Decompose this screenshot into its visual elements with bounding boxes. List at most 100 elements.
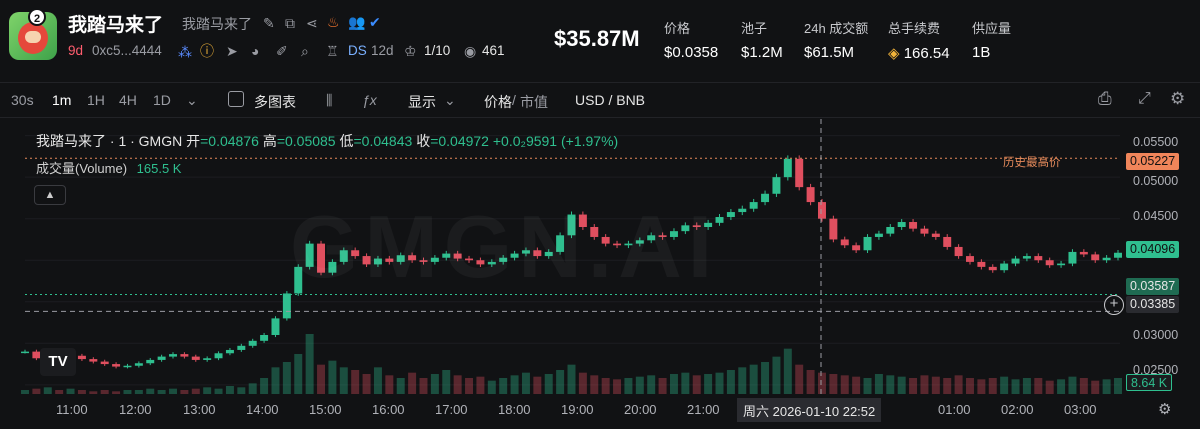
volume-bar: [385, 375, 394, 394]
settings-gear-icon[interactable]: ⚙: [1170, 89, 1186, 108]
candle-type-icon[interactable]: ⫼: [326, 92, 333, 108]
volume-bar: [556, 370, 565, 394]
display-dropdown[interactable]: 显示: [408, 94, 436, 110]
camera-icon[interactable]: ⎙: [1098, 89, 1112, 108]
x-tick-label: 03:00: [1064, 402, 1097, 417]
interval-30s[interactable]: 30s: [11, 92, 34, 108]
y-tick-label: 0.03000: [1133, 328, 1179, 342]
volume-bar: [840, 375, 849, 394]
candle: [1079, 251, 1088, 255]
interval-1m[interactable]: 1m: [52, 92, 72, 108]
search-icon[interactable]: ⌕: [301, 43, 309, 59]
volume-bar: [533, 376, 542, 394]
ath-label: 历史最高价: [1003, 157, 1061, 169]
x-tick-label: 02:00: [1001, 402, 1034, 417]
display-chevron-down-icon[interactable]: ⌄: [444, 92, 456, 108]
volume-bar: [396, 378, 405, 394]
candle: [715, 217, 724, 223]
tradingview-logo[interactable]: TV: [40, 348, 76, 376]
price-toggle[interactable]: 价格: [484, 94, 512, 110]
candle: [920, 228, 929, 234]
candle: [590, 227, 599, 237]
chart-settings-icon[interactable]: ⚙: [1158, 401, 1172, 418]
candle: [988, 266, 997, 271]
mcap-toggle[interactable]: 市值: [520, 94, 548, 110]
add-alert-icon[interactable]: +: [1104, 295, 1124, 315]
chart-toolbar: 30s 1m 1H 4H 1D ⌄ 多图表 ⫼ ƒx 显示 ⌄ 价格 / 市值 …: [0, 82, 1200, 118]
volume-bar: [931, 376, 940, 394]
volume-bar: [590, 375, 599, 394]
telegram-icon[interactable]: ➤: [226, 43, 238, 59]
bnb-icon: ◈: [888, 45, 904, 62]
legend-high: =0.05085: [276, 133, 336, 149]
interval-chevron-down-icon[interactable]: ⌄: [186, 92, 198, 108]
share-icon[interactable]: ⋖: [306, 15, 318, 31]
candle: [419, 260, 428, 262]
token-subname: 我踏马来了: [182, 16, 252, 32]
stat-fees: 总手续费 ◈ 166.54: [888, 21, 950, 62]
volume-bar: [1079, 378, 1088, 394]
volume-bar: [966, 378, 974, 394]
volume-bar: [317, 364, 326, 394]
volume-bar: [954, 375, 963, 394]
legend-open: =0.04876: [200, 133, 259, 149]
market-cap: $35.87M: [554, 26, 640, 51]
candle: [373, 258, 382, 265]
collapse-legend-button[interactable]: ▲: [34, 185, 66, 205]
holders-ratio: 1/10: [424, 43, 451, 58]
interval-4h[interactable]: 4H: [119, 92, 137, 108]
volume-bar: [499, 378, 508, 394]
volume-bar: [43, 387, 52, 394]
copy-icon[interactable]: ⧉: [285, 15, 295, 31]
warning-icon[interactable]: ⓘ: [200, 43, 214, 59]
candle: [362, 256, 371, 265]
holders-icon[interactable]: ⁂: [178, 44, 192, 60]
interval-1d[interactable]: 1D: [153, 92, 171, 108]
volume-bar: [692, 375, 701, 394]
view-count: 461: [482, 43, 505, 58]
candle: [544, 251, 553, 257]
candle: [191, 356, 200, 360]
chart-icon[interactable]: ◕: [251, 43, 260, 59]
volume-bar: [77, 390, 86, 394]
volume-bar: [271, 367, 280, 394]
price-chart[interactable]: [0, 119, 1200, 429]
fullscreen-icon[interactable]: ⤢: [1138, 90, 1151, 107]
volume-bar: [169, 388, 177, 394]
volume-value: 165.5 K: [136, 161, 182, 176]
legend-change: +0.0₂9591 (+1.97%): [492, 133, 619, 149]
candle: [977, 261, 986, 267]
volume-bar: [783, 348, 792, 394]
indicator-fx-icon[interactable]: ƒx: [362, 92, 377, 108]
interval-1h[interactable]: 1H: [87, 92, 105, 108]
x-tick-label: 01:00: [938, 402, 971, 417]
volume-bar: [1022, 378, 1031, 394]
volume-bar: [795, 364, 804, 394]
volume-bar: [988, 378, 997, 394]
volume-bar: [715, 372, 724, 394]
candle: [396, 255, 405, 262]
volume-bar: [442, 370, 451, 394]
candle: [840, 239, 849, 246]
legend-low-label: 低: [339, 133, 354, 149]
candle: [123, 365, 132, 368]
candle: [533, 250, 542, 257]
candle: [874, 233, 883, 237]
dev-team-icon: 👥: [348, 14, 366, 30]
edit-note-icon[interactable]: ✐: [276, 43, 288, 59]
candle: [112, 364, 121, 367]
volume-bar: [248, 383, 257, 394]
multi-chart-label[interactable]: 多图表: [254, 94, 296, 110]
edit-icon[interactable]: ✎: [263, 15, 275, 31]
candle: [669, 231, 678, 237]
candle: [260, 335, 269, 341]
watermark: GMGN.AI: [290, 196, 718, 298]
candle: [704, 222, 713, 227]
multi-chart-checkbox[interactable]: [228, 91, 244, 107]
volume-bar: [373, 367, 382, 394]
currency-toggle[interactable]: USD / BNB: [575, 92, 646, 108]
volume-bar: [89, 391, 98, 394]
candle: [385, 258, 394, 262]
chef-icon[interactable]: ♖: [326, 43, 339, 59]
contract-address[interactable]: 0xc5...4444: [92, 43, 162, 58]
